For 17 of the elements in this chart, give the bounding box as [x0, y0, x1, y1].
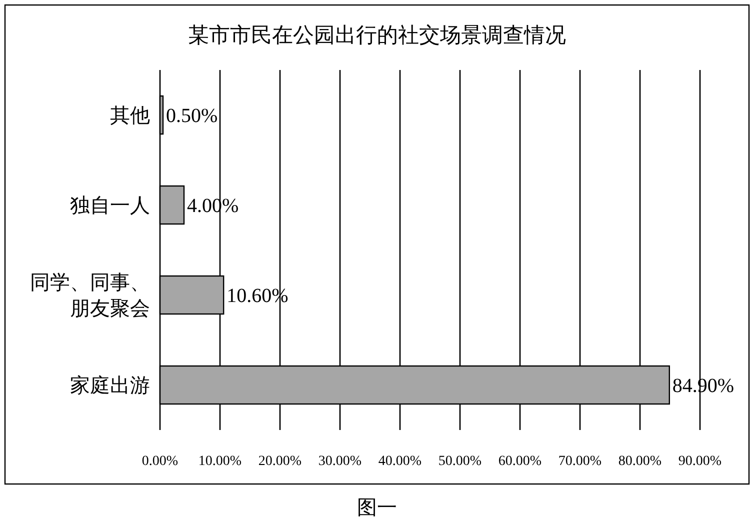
x-tick-label: 40.00% [378, 454, 422, 469]
x-tick-label: 0.00% [142, 454, 178, 469]
y-tick-label: 独自一人 [70, 195, 150, 217]
text: 图一 [357, 497, 397, 519]
x-tick-label: 70.00% [558, 454, 602, 469]
x-tick-label: 80.00% [618, 454, 662, 469]
data-label: 0.50% [166, 105, 218, 127]
x-tick-label: 60.00% [498, 454, 542, 469]
x-tick-label: 50.00% [438, 454, 482, 469]
y-tick-label: 同学、同事、朋友聚会 [30, 272, 150, 320]
chart-title: 某市市民在公园出行的社交场景调查情况 [188, 23, 566, 47]
x-tick-label: 90.00% [678, 454, 722, 469]
x-tick-label: 20.00% [258, 454, 302, 469]
y-tick-label: 其他 [110, 105, 150, 127]
y-tick-label: 家庭出游 [70, 375, 150, 397]
x-tick-label: 30.00% [318, 454, 362, 469]
x-tick-label: 10.00% [198, 454, 242, 469]
